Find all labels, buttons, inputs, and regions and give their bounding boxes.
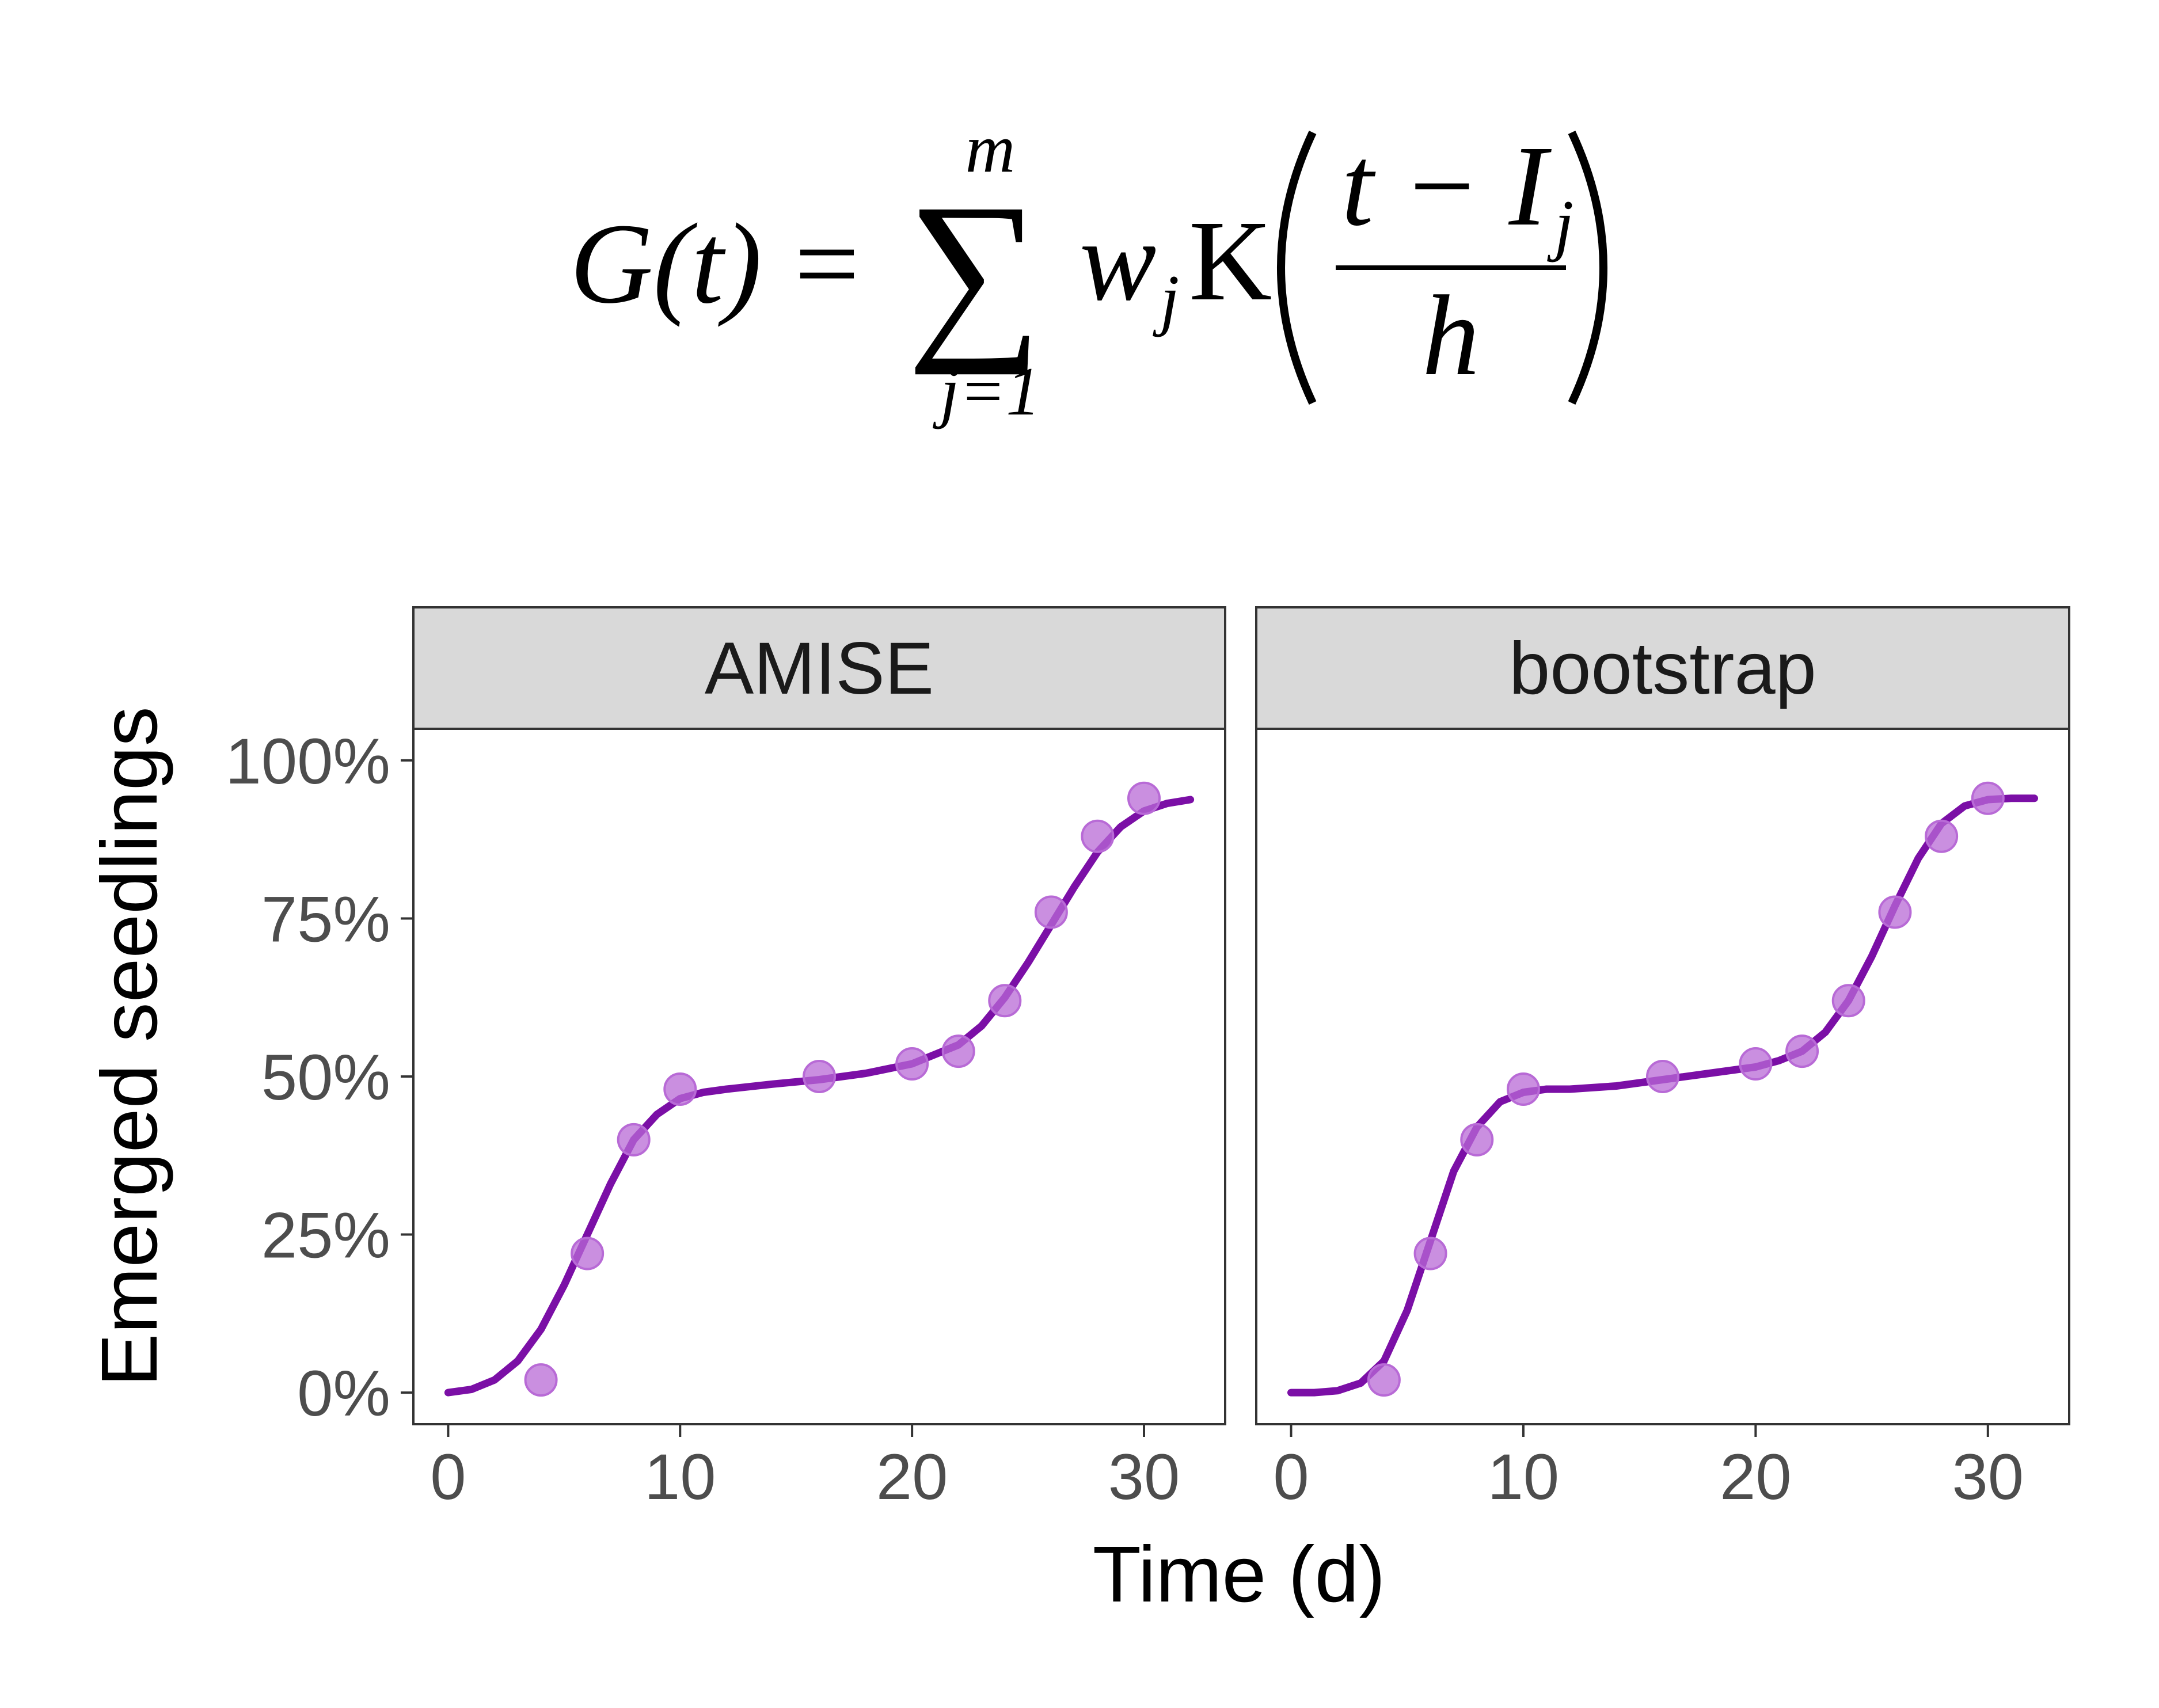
facet-strip [412, 606, 1226, 730]
data-point [1081, 819, 1115, 853]
sum-symbol: ∑ [907, 165, 1042, 375]
formula: G(t) = m ∑ j=1 w j K t − I j h [570, 110, 1607, 429]
x-tick-label: 0 [1273, 1441, 1309, 1513]
data-point [1971, 781, 2005, 815]
right-paren [1568, 131, 1607, 405]
formula-denominator: h [1422, 272, 1480, 400]
formula-numerator: t − I [1341, 123, 1552, 250]
panel-amise: AMISE 0 10 20 30 [412, 606, 1226, 1513]
formula-sum-lower: j=1 [933, 353, 1040, 429]
x-tick-label: 20 [876, 1441, 948, 1513]
formula-sum-upper: m [966, 110, 1016, 187]
data-point [1925, 819, 1959, 853]
formula-weight: w [1080, 197, 1156, 325]
x-tick-label: 10 [644, 1441, 716, 1513]
data-point [1785, 1034, 1819, 1068]
x-tick-label: 0 [430, 1441, 466, 1513]
x-tick-label: 10 [1488, 1441, 1560, 1513]
data-point [1127, 781, 1161, 815]
data-point [1878, 895, 1912, 929]
panels: AMISE 0 10 20 30 bootstrap 0 10 20 30 [412, 606, 2070, 1513]
data-point [524, 1363, 558, 1397]
left-paren [1277, 131, 1317, 405]
facet-label: AMISE [705, 627, 934, 710]
data-point [571, 1237, 605, 1270]
data-point [1506, 1072, 1540, 1106]
data-point [1739, 1047, 1773, 1081]
data-point [617, 1123, 651, 1157]
data-point [1367, 1363, 1401, 1397]
x-tick-label: 30 [1108, 1441, 1180, 1513]
y-tick-label: 75% [261, 883, 390, 955]
data-point [941, 1034, 975, 1068]
data-point [1460, 1123, 1494, 1157]
data-point [1413, 1237, 1447, 1270]
formula-lhs: G(t) [570, 200, 762, 328]
data-point [1034, 895, 1068, 929]
y-axis-title: Emerged seedlings [85, 706, 174, 1386]
x-tick-label: 30 [1952, 1441, 2024, 1513]
y-axis: 0% 25% 50% 75% 100% [226, 725, 413, 1429]
panel-bootstrap: bootstrap 0 10 20 30 [1255, 606, 2070, 1513]
y-tick-label: 50% [261, 1041, 390, 1113]
data-point [803, 1060, 836, 1093]
formula-kernel: K [1189, 197, 1272, 325]
y-tick-label: 25% [261, 1200, 390, 1272]
fitted-curve [444, 796, 1195, 1397]
formula-equals: = [795, 200, 860, 328]
data-point [895, 1047, 929, 1081]
facet-strip [1255, 606, 2070, 730]
y-tick-label: 100% [226, 725, 390, 797]
data-point [1646, 1060, 1679, 1093]
data-point [988, 984, 1022, 1018]
data-point [1831, 984, 1865, 1018]
x-axis-title: Time (d) [1093, 1530, 1386, 1619]
x-tick-label: 20 [1720, 1441, 1792, 1513]
data-point [663, 1072, 697, 1106]
facet-label: bootstrap [1509, 627, 1816, 710]
y-tick-label: 0% [297, 1357, 390, 1429]
formula-expression: G(t) = m ∑ j=1 w j K t − I j h [570, 110, 1607, 429]
